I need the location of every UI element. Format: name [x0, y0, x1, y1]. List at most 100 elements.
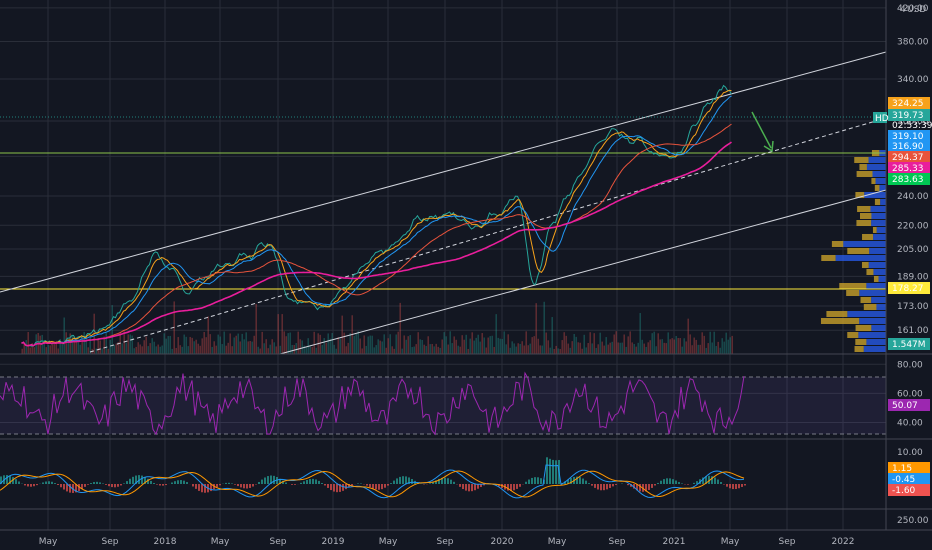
currency-label[interactable]: USD [907, 5, 926, 15]
macd-histogram-bar [639, 484, 641, 492]
volume-bar [359, 338, 361, 354]
volume-bar [705, 347, 707, 354]
macd-histogram-bar [327, 484, 329, 488]
x-tick-label: Sep [102, 537, 119, 547]
volume-bar [139, 344, 141, 354]
rsi-tick-label: 60.00 [897, 389, 923, 399]
volume-bar [581, 348, 583, 354]
rsi-value-badge: 50.07 [892, 401, 918, 411]
macd-histogram-bar [33, 484, 35, 487]
price-series [21, 84, 732, 347]
channel-upper[interactable] [0, 51, 887, 293]
volume-bar [545, 332, 547, 354]
macd-histogram-bar [549, 458, 551, 484]
macd-histogram-bar [129, 478, 131, 484]
macd-histogram-bar [195, 484, 197, 489]
y-tick-label: 173.00 [897, 302, 929, 312]
macd-histogram-bar [507, 484, 509, 491]
volume-bar [337, 337, 339, 354]
volume-bar [233, 337, 235, 354]
down-arrow[interactable] [751, 111, 774, 153]
volume-bar [403, 335, 405, 354]
volume-profile-bar [835, 255, 886, 261]
volume-bar [345, 346, 347, 354]
volume-bar [347, 342, 349, 354]
volume-bar [647, 342, 649, 354]
volume-bar [237, 333, 239, 354]
macd-histogram-bar [654, 484, 656, 486]
macd-histogram-bar [609, 484, 611, 488]
time-axis[interactable]: May Sep 2018 May Sep 2019 May Sep 2020 May Sep 2021… [39, 537, 855, 547]
volume-profile-bar [859, 164, 867, 170]
volume-bar [371, 335, 373, 354]
macd-histogram-bar [69, 484, 71, 493]
volume-bar [521, 341, 523, 354]
macd-histogram-bar [87, 484, 89, 485]
volume-profile-bar [876, 304, 886, 310]
symbol-tag[interactable]: HD [875, 114, 889, 124]
volume-bar [277, 314, 279, 354]
volume-bar [531, 337, 533, 354]
macd-histogram-bar [696, 481, 698, 484]
macd-histogram-bar [63, 484, 65, 490]
macd-histogram-bar [738, 484, 740, 489]
macd-histogram-bar [393, 480, 395, 484]
macd-histogram-bar [27, 484, 29, 487]
volume-bar [261, 331, 263, 354]
macd-histogram-bar [273, 475, 275, 484]
volume-bar [357, 331, 359, 354]
volume-bar [679, 338, 681, 354]
macd-tick-label: 10.00 [897, 448, 923, 458]
x-tick-label: May [379, 537, 398, 547]
volume-bar [643, 343, 645, 354]
macd-histogram-bar [528, 479, 530, 484]
macd-histogram-bar [462, 484, 464, 490]
macd-histogram-bar [261, 479, 263, 484]
volume-bar [707, 343, 709, 354]
volume-bar [79, 344, 81, 354]
volume-profile-bar [866, 339, 886, 345]
volume-bar [651, 333, 653, 354]
macd-histogram-bar [243, 484, 245, 489]
macd-histogram-bar [603, 484, 605, 491]
volume-profile-bar [860, 297, 872, 303]
macd-histogram-bar [570, 478, 572, 484]
volume-profile-bar [859, 318, 886, 324]
macd-histogram-bar [474, 484, 476, 491]
volume-bar [235, 335, 237, 354]
volume-bar [537, 338, 539, 354]
macd-histogram-bar [336, 484, 338, 493]
volume-bar [511, 341, 513, 354]
macd-histogram-bar [483, 484, 485, 486]
volume-bar [253, 335, 255, 354]
volume-bar [439, 347, 441, 354]
volume-bar [97, 338, 99, 354]
macd-histogram-bar [267, 476, 269, 484]
volume-bar [363, 335, 365, 354]
volume-bar [373, 347, 375, 354]
volume-bar [447, 344, 449, 354]
macd-histogram-bar [384, 484, 386, 488]
volume-bar [585, 347, 587, 354]
volume-bar [231, 346, 233, 354]
volume-profile-bar [871, 297, 886, 303]
volume-profile-bar [866, 283, 886, 289]
price-panel[interactable] [0, 51, 887, 355]
macd-histogram-bar [123, 483, 125, 484]
volume-profile-bar [869, 248, 886, 254]
volume-bar [273, 342, 275, 354]
macd-panel[interactable] [0, 457, 746, 499]
rsi-panel[interactable] [0, 371, 886, 436]
volume-bar [377, 339, 379, 354]
volume-bar [409, 335, 411, 354]
channel-lower[interactable] [279, 189, 887, 355]
volume-bar [731, 335, 733, 354]
volume-bar [523, 345, 525, 354]
volume-bar [525, 331, 527, 354]
volume-bar [431, 343, 433, 354]
volume-bar [571, 341, 573, 354]
channel-middle[interactable] [89, 117, 887, 353]
price-level-badge-bg [888, 282, 930, 294]
volume-bar [399, 302, 401, 354]
